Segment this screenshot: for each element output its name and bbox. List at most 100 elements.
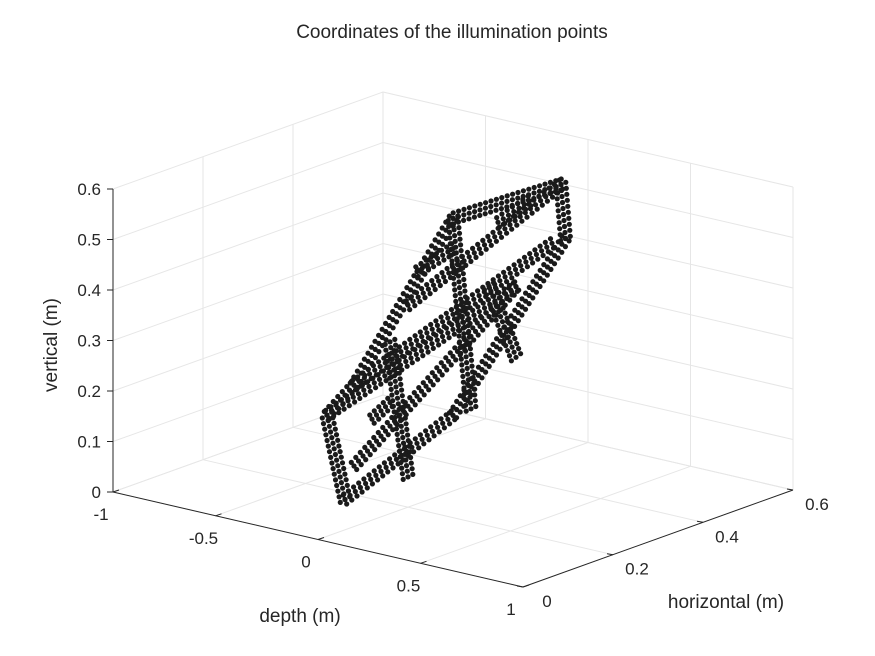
illumination-point bbox=[415, 273, 421, 280]
illumination-point bbox=[395, 401, 401, 407]
illumination-point bbox=[539, 248, 545, 254]
illumination-point bbox=[463, 300, 469, 306]
illumination-point bbox=[412, 333, 418, 339]
illumination-point bbox=[419, 334, 425, 340]
illumination-point bbox=[528, 255, 534, 261]
illumination-point bbox=[505, 212, 512, 218]
illumination-point bbox=[567, 227, 573, 233]
illumination-point bbox=[471, 214, 477, 220]
illumination-point bbox=[429, 278, 435, 284]
back-wall-grid-line bbox=[382, 91, 794, 188]
illumination-point bbox=[333, 400, 339, 406]
illumination-point bbox=[439, 333, 446, 340]
illumination-point bbox=[378, 408, 384, 414]
x-tick-mark bbox=[317, 537, 325, 540]
side-wall-grid-line bbox=[112, 142, 384, 240]
illumination-point bbox=[477, 212, 483, 218]
illumination-point bbox=[323, 432, 329, 438]
illumination-point bbox=[331, 446, 337, 452]
illumination-point bbox=[512, 266, 519, 273]
illumination-point bbox=[378, 468, 384, 474]
x-tick-label: -1 bbox=[93, 505, 108, 524]
illumination-point bbox=[402, 340, 408, 346]
illumination-point bbox=[511, 262, 517, 268]
illumination-point bbox=[389, 356, 395, 362]
illumination-point bbox=[508, 313, 514, 319]
illumination-point bbox=[385, 395, 391, 401]
illumination-point bbox=[440, 420, 446, 426]
illumination-point bbox=[531, 190, 537, 196]
illumination-point bbox=[445, 330, 451, 336]
illumination-point bbox=[487, 302, 493, 308]
back-wall-grid-line bbox=[382, 344, 794, 440]
z-tick-label: 0.1 bbox=[77, 433, 101, 452]
illumination-point bbox=[336, 494, 342, 500]
illumination-point bbox=[462, 348, 469, 354]
illumination-point bbox=[436, 342, 442, 348]
illumination-point bbox=[411, 449, 417, 455]
illumination-point bbox=[498, 206, 504, 212]
illumination-point bbox=[502, 220, 508, 227]
illumination-point bbox=[378, 381, 384, 387]
illumination-point bbox=[386, 331, 393, 337]
illumination-point bbox=[450, 246, 456, 252]
illumination-point bbox=[508, 289, 515, 295]
illumination-point bbox=[427, 291, 433, 297]
illumination-point bbox=[464, 249, 471, 255]
illumination-point bbox=[461, 336, 468, 343]
illumination-point bbox=[559, 193, 565, 200]
illumination-point bbox=[408, 454, 414, 461]
illumination-point bbox=[466, 388, 472, 395]
illumination-point bbox=[537, 243, 543, 249]
illumination-point bbox=[373, 472, 379, 478]
illumination-point bbox=[481, 287, 487, 293]
illumination-point bbox=[403, 358, 409, 365]
illumination-point bbox=[517, 210, 523, 216]
illumination-point bbox=[395, 437, 401, 443]
illumination-point bbox=[382, 373, 388, 379]
illumination-point bbox=[332, 426, 338, 432]
illumination-point bbox=[489, 307, 495, 313]
illumination-point bbox=[455, 213, 461, 219]
illumination-point bbox=[562, 235, 569, 242]
illumination-point bbox=[483, 292, 489, 298]
illumination-point bbox=[421, 441, 427, 447]
illumination-point bbox=[429, 341, 435, 347]
illumination-point bbox=[400, 476, 406, 482]
illumination-point bbox=[486, 347, 492, 353]
illumination-point bbox=[376, 349, 382, 355]
illumination-point bbox=[406, 443, 412, 449]
illumination-point bbox=[335, 437, 341, 443]
illumination-point bbox=[354, 466, 360, 473]
illumination-point bbox=[532, 247, 538, 253]
side-wall-grid-line bbox=[112, 192, 384, 291]
illumination-point bbox=[364, 485, 370, 491]
side-wall-grid-line bbox=[112, 243, 384, 341]
illumination-point bbox=[444, 265, 450, 272]
illumination-point bbox=[457, 339, 463, 345]
illumination-point bbox=[398, 381, 404, 387]
illumination-point bbox=[397, 412, 403, 418]
illumination-point bbox=[410, 471, 416, 477]
illumination-point bbox=[375, 429, 381, 436]
illumination-point bbox=[466, 205, 472, 211]
illumination-point bbox=[384, 419, 390, 426]
illumination-point bbox=[447, 421, 453, 427]
illumination-point bbox=[340, 401, 346, 407]
illumination-point bbox=[372, 367, 378, 373]
illumination-point bbox=[462, 342, 468, 348]
illumination-point bbox=[326, 449, 333, 455]
illumination-point bbox=[509, 191, 516, 197]
illumination-point bbox=[431, 433, 437, 439]
illumination-point bbox=[523, 259, 529, 265]
illumination-point bbox=[470, 245, 476, 251]
illumination-point bbox=[528, 203, 534, 209]
illumination-point bbox=[351, 463, 357, 469]
illumination-point bbox=[471, 380, 477, 386]
illumination-point bbox=[392, 336, 398, 342]
illumination-point bbox=[516, 258, 522, 264]
illumination-point bbox=[403, 421, 409, 427]
illumination-point bbox=[371, 380, 377, 386]
illumination-point bbox=[355, 458, 362, 464]
